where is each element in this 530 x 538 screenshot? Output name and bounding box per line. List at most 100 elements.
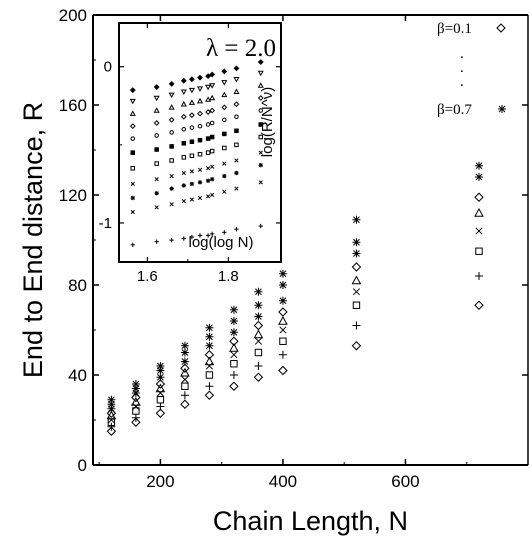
inset-point-s6 (189, 125, 195, 130)
legend-first-label: β=0.1 (437, 21, 472, 37)
inset-point-s1 (210, 192, 215, 197)
main-point-s5 (253, 320, 264, 331)
inset-point-s5 (197, 137, 203, 143)
main-point-s8 (180, 341, 189, 350)
inset-point-s6 (205, 122, 211, 127)
legend-ellipsis-2: . (460, 60, 464, 76)
inset-point-s10 (205, 73, 212, 80)
inset-point-s10 (233, 65, 240, 72)
main-point-s7 (278, 281, 287, 289)
inset-point-s0 (205, 233, 211, 238)
main-point-s8 (131, 380, 140, 388)
inset-point-s7 (233, 101, 240, 108)
main-point-s4 (253, 329, 264, 339)
inset-point-s6 (154, 133, 159, 138)
main-point-s1 (205, 382, 214, 391)
main-point-s4 (180, 367, 190, 377)
inset-point-s2 (154, 191, 159, 196)
main-point-s6 (229, 328, 238, 337)
inset-point-s3 (258, 150, 263, 155)
inset-point-s10 (129, 87, 136, 94)
main-point-s4 (229, 342, 239, 352)
main-point-s0 (155, 408, 166, 418)
y-axis-title: End to End distance, R (18, 102, 48, 378)
main-point-s5 (474, 192, 484, 202)
inset-point-s1 (197, 195, 203, 201)
inset-point-s3 (189, 169, 195, 174)
main-point-s7 (254, 301, 263, 310)
inset-point-s9 (129, 98, 136, 105)
main-point-s7 (180, 348, 189, 357)
main-point-s6 (254, 312, 263, 321)
main-point-s3 (132, 402, 140, 411)
inset-point-s6 (234, 114, 239, 119)
inset-point-s7 (153, 120, 160, 126)
inset-point-s4 (209, 148, 215, 154)
main-point-s7 (229, 317, 238, 325)
legend-ellipsis-3: . (460, 74, 464, 90)
main-point-s8 (352, 215, 361, 224)
main-point-s1 (131, 413, 140, 422)
main-point-s5 (180, 363, 190, 373)
y-tick-label: 40 (68, 366, 87, 385)
main-point-s4 (204, 356, 215, 366)
x-tick-label: 400 (269, 472, 297, 491)
inset-point-s2 (197, 180, 203, 185)
main-point-s6 (180, 357, 189, 366)
inset-point-s3 (205, 166, 211, 171)
main-point-s7 (352, 238, 361, 247)
legend-markers (496, 23, 506, 113)
inset-point-s3 (210, 164, 215, 169)
main-point-s8 (254, 287, 263, 296)
inset-point-s9 (233, 76, 240, 83)
inset-point-s6 (197, 123, 203, 129)
inset-x-tick-label: 1.8 (218, 268, 239, 285)
inset-point-s10 (257, 59, 264, 65)
inset-point-s8 (209, 94, 216, 101)
main-point-s6 (352, 249, 361, 258)
main-point-s8 (107, 395, 116, 404)
inset-point-s10 (153, 84, 160, 90)
main-point-s3 (279, 326, 287, 334)
main-point-s1 (156, 402, 165, 411)
x-tick-label: 600 (391, 472, 419, 491)
inset-point-s1 (169, 202, 174, 207)
inset-point-s9 (196, 86, 204, 92)
inset-point-s8 (188, 99, 195, 105)
inset-point-s5 (222, 131, 227, 137)
inset-point-s4 (197, 151, 203, 157)
inset-point-s8 (221, 91, 228, 98)
legend-marker-last (498, 105, 506, 113)
main-point-s5 (204, 350, 215, 360)
main-point-s1 (278, 350, 287, 359)
main-point-s6 (156, 373, 165, 382)
inset-lambda-label: λ = 2.0 (206, 35, 276, 62)
main-point-s4 (155, 383, 166, 393)
y-tick-label: 200 (59, 6, 87, 25)
inset-point-s2 (234, 170, 239, 176)
inset-point-s3 (154, 177, 159, 182)
y-tick-label: 120 (59, 186, 87, 205)
inset-point-s8 (205, 96, 212, 102)
main-point-s8 (205, 323, 214, 332)
inset-point-s3 (234, 158, 239, 163)
main-point-s0 (106, 426, 117, 436)
inset-point-s8 (153, 107, 160, 113)
inset-y-tick-label: 0 (104, 59, 112, 76)
inset-point-s8 (196, 97, 204, 104)
main-point-s8 (278, 269, 287, 278)
main-point-s5 (229, 336, 239, 346)
inset-point-s4 (205, 150, 211, 155)
inset-point-s5 (181, 141, 187, 146)
x-axis-title: Chain Length, N (213, 506, 408, 536)
main-point-s5 (351, 262, 362, 272)
main-point-s8 (229, 305, 238, 314)
inset-point-s7 (197, 110, 203, 117)
inset-point-s5 (154, 147, 159, 152)
inset-point-s4 (222, 145, 227, 151)
legend-ellipsis-1: . (460, 46, 464, 62)
inset-point-s10 (168, 81, 175, 87)
inset-point-s8 (233, 88, 240, 94)
inset-point-s1 (154, 205, 159, 210)
inset-point-s0 (181, 236, 186, 241)
